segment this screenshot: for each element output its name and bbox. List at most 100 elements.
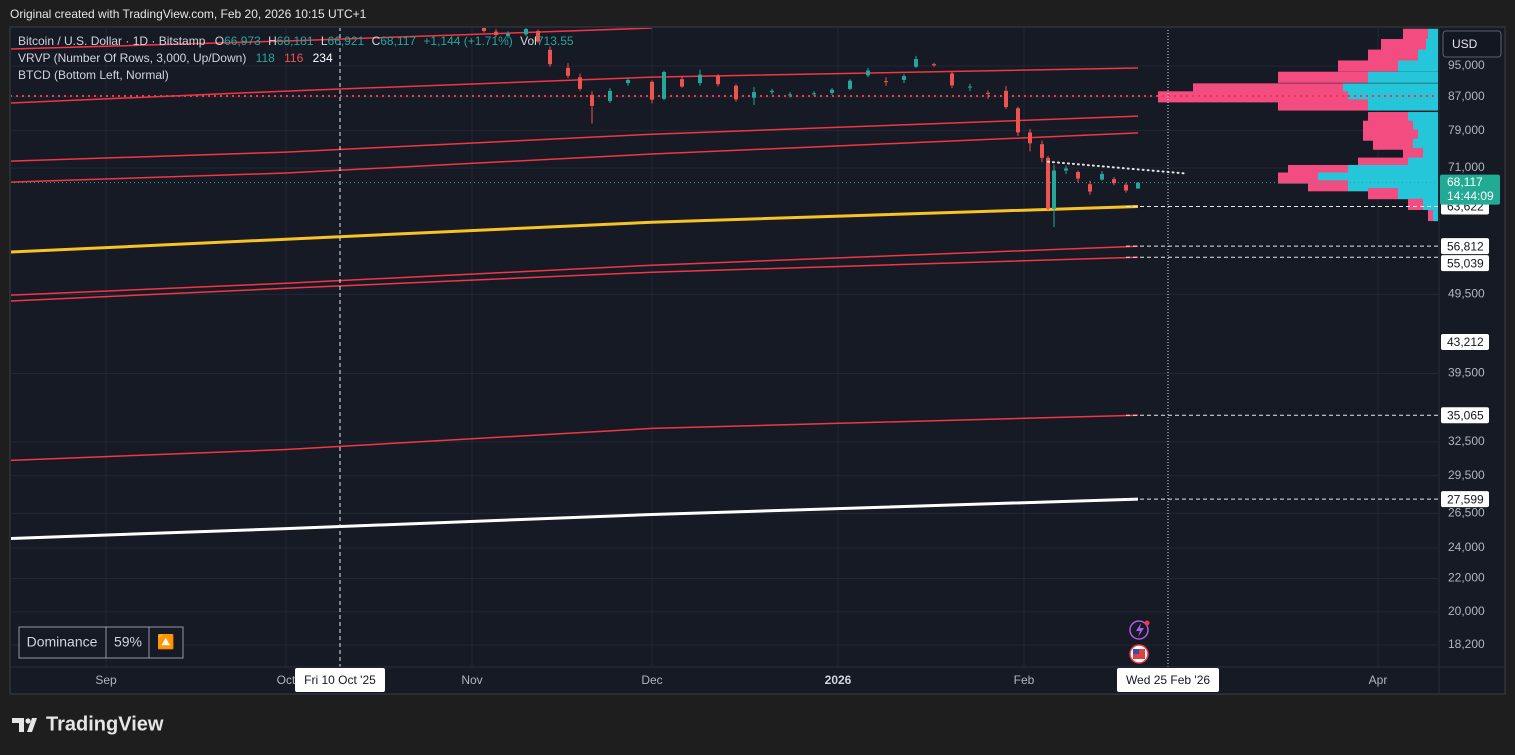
last-price-label: 68,117 [1447,175,1483,189]
profile-up-bar [1423,198,1438,210]
button-label[interactable]: USD [1452,37,1478,51]
candle-body [524,28,528,35]
band-line [11,28,653,50]
profile-up-bar [1418,49,1438,61]
candle-body [1016,108,1020,133]
axes: 18,200 20,000 22,000 24,000 26,500 29,500 32,5… [95,58,1500,692]
candle-body [734,85,738,100]
candle-body [1052,170,1056,209]
y-tick-label: 87,000 [1448,89,1485,103]
button-box[interactable] [1442,30,1502,58]
event-icons[interactable] [1129,620,1150,664]
volume-value: 713.55 [537,34,574,48]
y-tick-label: 22,000 [1448,571,1485,585]
candle-body [1136,182,1140,189]
candle-body [866,70,870,76]
candle-body [830,89,834,93]
profile-down-bar [1368,188,1398,200]
currency-button[interactable]: USD [1442,30,1502,58]
candle-body [968,86,972,88]
candle-body [506,33,510,37]
candle-body [548,49,552,65]
profile-down-bar [1408,198,1423,210]
candle-body [1064,168,1068,171]
event-dot [1144,620,1150,626]
candle-body [932,64,936,66]
candle-body [626,79,630,84]
volume-key: Vol [520,34,537,48]
profile-up-bar [1368,99,1438,111]
profile-up-bar [1398,188,1438,200]
profile-up-bar [1408,157,1438,169]
y-tick-label: 49,500 [1448,287,1485,301]
profile-up-bar [1418,129,1438,141]
candle-body [902,76,906,80]
price-tag [1441,255,1489,272]
btcd-line: BTCD (Bottom Left, Normal) [18,68,169,82]
price-tag [1441,238,1489,255]
profile-up-bar [1348,164,1438,177]
x-tick-label: Sep [95,673,117,687]
x-tick-label: Feb [1014,673,1035,687]
event-icon[interactable] [1129,620,1149,640]
profile-down-bar [1288,164,1348,177]
y-tick-label: 24,000 [1448,540,1485,554]
ohlc-key: H [268,34,277,48]
profile-down-bar [1368,49,1418,61]
x-tick-label: 2026 [825,673,852,687]
profile-down-bar [1308,180,1348,192]
ohlc-key: L [321,34,328,48]
candle-body [770,90,774,93]
crosshair-label: Wed 25 Feb '26 [1126,673,1210,687]
x-tick-label: Oct [277,673,296,687]
x-tick-label: Dec [641,673,662,687]
band-line [11,115,1139,162]
profile-down-bar [1428,209,1433,222]
profile-up-bar [1413,138,1438,150]
candle-body [1040,144,1044,158]
profile-down-bar [1403,148,1423,160]
y-tick-label: 26,500 [1448,505,1485,519]
y-tick-label: 79,000 [1448,123,1485,137]
profile-up-bar [1433,209,1438,222]
candle-body [494,31,498,36]
price-tag-label: 55,039 [1447,256,1484,270]
profile-up-bar [1398,60,1438,72]
candle-body [698,74,702,84]
logo-mark [12,718,37,732]
caption: Original created with TradingView.com, F… [10,7,367,21]
profile-up-bar [1408,112,1438,124]
symbol: Bitcoin / U.S. Dollar · 1D · Bitstamp [18,34,206,48]
ohlc-value: 68,117 [380,34,416,48]
trendline [1047,160,1187,175]
dominance-table: Dominance 59% 🔼 [18,626,184,659]
candle-body [788,94,792,96]
event-glyph [1136,623,1144,637]
profile-down-bar [1373,138,1413,150]
candle-body [650,81,654,100]
candle-body [1028,132,1032,144]
vrvp-total: 234 [313,51,333,65]
candle-body [608,90,612,101]
profile-down-bar [1278,71,1368,83]
candle-body [1112,179,1116,184]
logo-mark [25,718,31,724]
profile-up-bar [1343,83,1438,95]
ohlc-key: C [372,34,381,48]
candle-body [752,92,756,98]
candle-body [536,30,540,42]
footer-logo[interactable]: TradingView [12,713,164,735]
price-tag [1441,491,1489,508]
brand[interactable]: TradingView [46,713,164,735]
candle-body [1004,90,1008,108]
band-line [11,256,1139,302]
profile-down-bar [1368,112,1408,124]
x-tick-label: Nov [461,673,482,687]
dominance-icon: 🔼 [157,634,174,651]
profile-up-bar [1413,120,1438,132]
grid [10,27,1438,667]
table-border [18,626,184,659]
candle-body [986,92,990,94]
change: +1,144 (+1.71%) [423,34,512,48]
